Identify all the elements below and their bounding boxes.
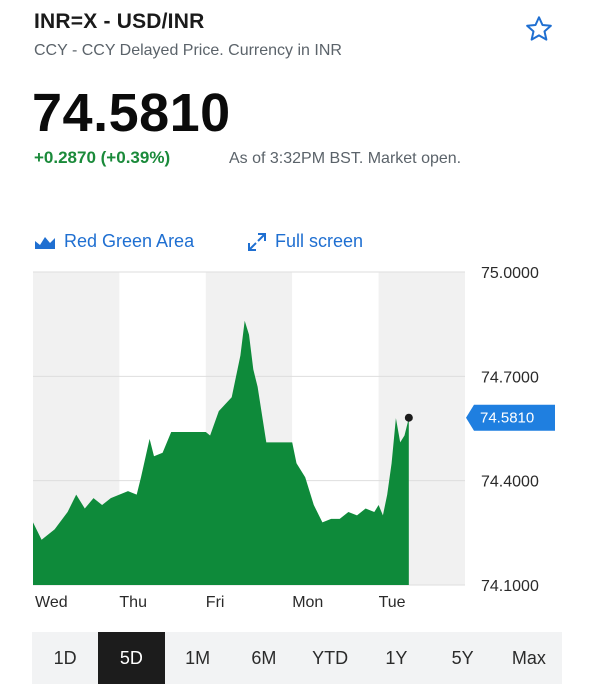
fullscreen-button[interactable]: Full screen — [247, 231, 363, 252]
price-change: +0.2870 (+0.39%) — [34, 148, 171, 167]
range-button[interactable]: Max — [511, 647, 546, 668]
range-button[interactable]: 1D — [53, 647, 77, 668]
expand-icon — [248, 232, 266, 251]
x-tick-label: Thu — [119, 594, 147, 611]
chart-type-label: Red Green Area — [64, 231, 195, 251]
chart-type-button[interactable]: Red Green Area — [34, 231, 194, 252]
range-button[interactable]: 5D — [98, 632, 165, 684]
last-price-dot — [404, 413, 413, 422]
range-button[interactable]: 6M — [251, 647, 277, 668]
y-tick-label: 74.1000 — [481, 578, 539, 595]
price-area — [33, 320, 409, 585]
current-price: 74.5810 — [32, 83, 231, 143]
x-tick-label: Mon — [292, 594, 323, 611]
y-tick-label: 74.4000 — [481, 474, 539, 491]
area-chart-icon — [35, 236, 55, 249]
range-button[interactable]: 1M — [185, 647, 211, 668]
y-tick-label: 74.7000 — [481, 369, 539, 386]
star-outline-icon[interactable] — [524, 14, 554, 44]
x-tick-label: Fri — [206, 594, 225, 611]
fullscreen-label: Full screen — [275, 231, 364, 251]
current-price-tag-label: 74.5810 — [480, 410, 534, 427]
page-title: INR=X - USD/INR — [34, 10, 205, 33]
price-chart[interactable]: 75.0000 74.7000 74.4000 74.1000 74.5810 Wed Th… — [0, 262, 591, 622]
range-button[interactable]: 5Y — [451, 647, 474, 668]
range-selector: 1D 5D 1M 6M YTD 1Y 5Y Max — [32, 632, 562, 684]
page-subtitle: CCY - CCY Delayed Price. Currency in INR — [34, 42, 342, 59]
x-tick-label: Tue — [379, 594, 406, 611]
y-tick-label: 75.0000 — [481, 265, 539, 282]
range-button[interactable]: YTD — [312, 647, 349, 668]
market-status: As of 3:32PM BST. Market open. — [229, 150, 462, 167]
price-chart-svg: 75.0000 74.7000 74.4000 74.1000 74.5810 Wed Th… — [33, 265, 555, 611]
range-button[interactable]: 1Y — [385, 647, 408, 668]
current-price-tag — [466, 404, 555, 431]
x-tick-label: Wed — [35, 594, 68, 611]
